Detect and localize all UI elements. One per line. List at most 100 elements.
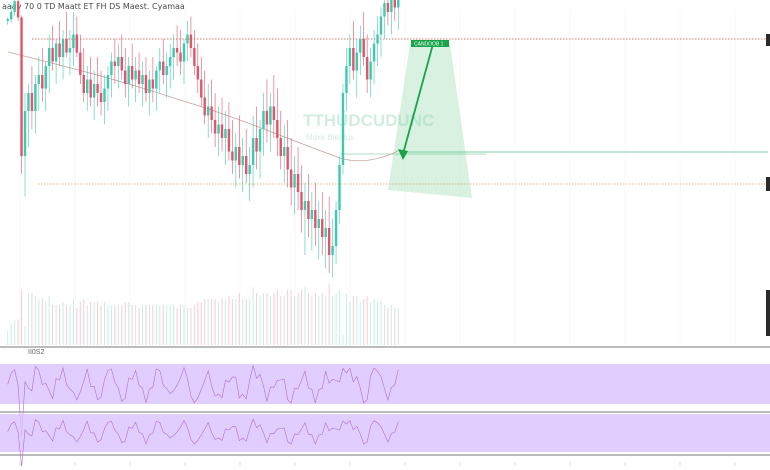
candle-body xyxy=(20,17,23,157)
volume-bar xyxy=(249,299,251,345)
candle-body xyxy=(331,246,334,255)
volume-bar xyxy=(307,293,309,345)
oscillator-2-line xyxy=(7,418,399,467)
volume-bar xyxy=(31,293,33,345)
candle-body xyxy=(321,219,324,237)
candle-body xyxy=(6,19,9,21)
volume-bar xyxy=(155,305,157,345)
candle-body xyxy=(44,66,47,89)
candle-body xyxy=(234,147,238,161)
candle-body xyxy=(262,111,265,129)
volume-bar xyxy=(104,302,105,345)
volume-bar xyxy=(76,308,78,345)
candle-body xyxy=(276,120,279,138)
volume-bar xyxy=(176,308,178,345)
candle-body xyxy=(23,111,27,156)
volume-bar xyxy=(387,308,389,345)
volume-bar xyxy=(186,308,188,345)
candle-body xyxy=(334,210,338,246)
volume-bar xyxy=(135,305,137,345)
volume-bar xyxy=(280,296,282,345)
volume-bar xyxy=(383,305,385,345)
volume-bar xyxy=(52,305,54,345)
candle-body xyxy=(124,70,127,84)
volume-bar xyxy=(359,302,361,345)
volume-bar xyxy=(86,305,88,345)
volume-bar xyxy=(162,305,164,345)
candle-body xyxy=(355,52,359,71)
candle-body xyxy=(30,93,34,111)
candle-body xyxy=(213,120,217,134)
candle-body xyxy=(9,12,13,20)
volume-bar xyxy=(83,299,85,345)
volume-bar xyxy=(311,296,313,345)
volume-bar xyxy=(218,302,220,345)
candle-body xyxy=(310,210,314,219)
candle-body xyxy=(327,228,331,255)
volume-bar xyxy=(224,299,226,345)
volume-bar xyxy=(211,299,213,345)
candle-body xyxy=(386,3,390,12)
candle-body xyxy=(303,201,307,210)
candle-body xyxy=(227,129,231,152)
volume-bar xyxy=(145,305,147,345)
candle-body xyxy=(338,165,341,210)
candle-body xyxy=(13,1,16,13)
candle-body xyxy=(269,106,272,125)
volume-bar xyxy=(397,308,399,345)
candle-body xyxy=(37,75,41,84)
right-axis-marker-mid xyxy=(766,177,770,191)
candle-body xyxy=(283,147,286,156)
oscillator-band-1 xyxy=(0,364,770,404)
watermark-title: TTHUDCUDUNC xyxy=(303,111,434,130)
candle-body xyxy=(117,57,120,66)
volume-bar xyxy=(242,299,244,345)
candle-body xyxy=(41,75,44,89)
candle-body xyxy=(362,39,365,57)
volume-bar xyxy=(69,305,71,345)
candle-body xyxy=(241,156,244,165)
volume-bar xyxy=(235,299,237,345)
volume-bar xyxy=(314,293,316,345)
candle-body xyxy=(113,61,117,66)
volume-bar xyxy=(159,305,161,345)
volume-bar xyxy=(262,293,264,345)
candle-body xyxy=(352,48,355,71)
oscillator-label: II0S2 xyxy=(28,349,45,356)
candle-body xyxy=(151,79,155,89)
volume-bar xyxy=(266,293,268,345)
volume-bar xyxy=(97,302,99,345)
right-axis-marker-low xyxy=(766,290,770,336)
volume-bar xyxy=(90,302,92,345)
volume-bar xyxy=(269,296,271,345)
volume-bar xyxy=(370,302,372,345)
volume-bar xyxy=(197,302,199,345)
candle-body xyxy=(289,169,293,188)
volume-bar xyxy=(131,305,133,345)
candle-body xyxy=(238,147,241,165)
volume-bar xyxy=(259,296,261,345)
volume-bar xyxy=(273,293,275,345)
candle-body xyxy=(16,1,20,18)
candle-body xyxy=(248,165,251,174)
volume-bar xyxy=(38,299,40,345)
candle-body xyxy=(255,138,258,152)
volume-bar xyxy=(17,319,19,345)
candle-body xyxy=(34,84,37,111)
chart-header-title: aaay 70 0 TD Maatt ET FH DS Maest. Cyama… xyxy=(2,2,185,11)
candle-body xyxy=(68,48,72,53)
volume-bar xyxy=(328,284,330,345)
candle-body xyxy=(130,66,134,80)
volume-bar xyxy=(183,305,185,345)
candle-body xyxy=(27,93,30,111)
oscillator-1-line xyxy=(7,365,399,437)
volume-bar xyxy=(294,296,296,345)
candlesticks xyxy=(6,0,400,278)
volume-bar xyxy=(238,293,240,345)
candle-body xyxy=(244,156,248,174)
candle-body xyxy=(51,48,54,62)
candle-body xyxy=(182,43,186,62)
candle-body xyxy=(58,43,61,57)
candle-body xyxy=(307,201,310,219)
